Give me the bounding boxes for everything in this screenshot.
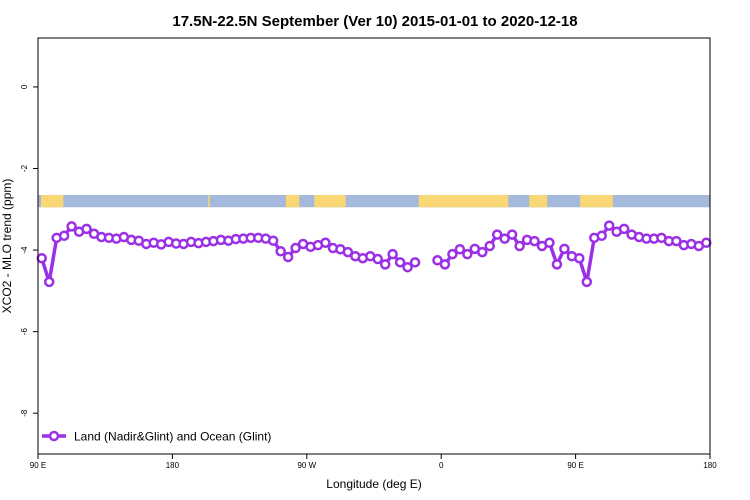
y-tick-label: -8 [20, 409, 29, 417]
data-point [342, 246, 354, 258]
data-point [454, 244, 466, 255]
y-axis-ticks: 0 -2 -4 -6 -8 [20, 84, 38, 417]
x-axis-label: Longitude (deg E) [326, 477, 421, 491]
land-ocean-strip [38, 195, 710, 208]
data-point [491, 229, 503, 240]
data-point [275, 246, 286, 257]
data-point [603, 220, 615, 231]
y-tick-label: -6 [20, 328, 29, 336]
y-tick-label: -2 [20, 164, 29, 172]
y-tick-label: -4 [20, 246, 29, 254]
legend-marker [48, 430, 60, 442]
x-tick-label: 0 [439, 461, 444, 470]
data-point [81, 223, 92, 235]
data-point [58, 230, 70, 242]
data-point [320, 237, 331, 248]
land-segment [580, 195, 613, 208]
x-tick-label: 90 E [30, 461, 46, 470]
data-point [671, 235, 682, 247]
x-axis-ticks: 90 E 180 90 W 0 90 E 180 [30, 454, 717, 470]
legend-label: Land (Nadir&Glint) and Ocean (Glint) [74, 430, 271, 444]
land-segment [314, 195, 346, 208]
data-point [447, 248, 458, 260]
data-point [551, 259, 563, 270]
y-tick-label: 0 [20, 84, 29, 89]
data-point [477, 246, 488, 258]
data-point [499, 233, 510, 244]
data-point [402, 261, 413, 273]
data-point [36, 252, 47, 264]
data-point [409, 257, 421, 268]
data-point [618, 223, 630, 235]
data-point [529, 235, 540, 247]
data-point [544, 237, 555, 248]
data-point [290, 242, 301, 254]
land-segment [285, 195, 300, 208]
data-point [282, 251, 294, 263]
land-segment [40, 195, 64, 208]
chart-title: 17.5N-22.5N September (Ver 10) 2015-01-0… [172, 13, 577, 30]
data-point [581, 276, 593, 288]
legend: Land (Nadir&Glint) and Ocean (Glint) [42, 430, 271, 444]
data-point [439, 259, 451, 270]
data-point [484, 240, 495, 252]
land-segment [529, 195, 548, 208]
data-point [372, 253, 383, 265]
data-point [462, 248, 473, 260]
data-point [394, 257, 406, 268]
x-tick-label: 90 W [297, 461, 316, 470]
data-point [43, 276, 55, 288]
data-point [379, 259, 391, 270]
data-point [559, 243, 570, 255]
y-axis-label: XCO2 - MLO trend (ppm) [0, 179, 14, 314]
land-segment [208, 195, 210, 208]
data-point [387, 248, 398, 260]
data-point [574, 252, 585, 264]
x-tick-label: 180 [166, 461, 180, 470]
x-tick-label: 90 E [567, 461, 583, 470]
land-segment [418, 195, 509, 208]
data-layer [36, 220, 712, 288]
data-point [432, 255, 443, 266]
data-point [267, 235, 279, 246]
data-point [506, 229, 518, 240]
plot-frame [37, 37, 711, 455]
data-point [514, 240, 525, 252]
data-point [596, 230, 607, 242]
data-point [701, 237, 712, 248]
x-tick-label: 180 [703, 461, 717, 470]
data-point [66, 221, 77, 232]
